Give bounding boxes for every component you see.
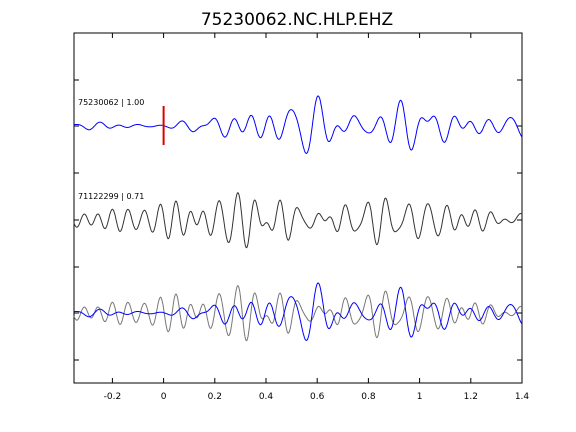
plot-frame xyxy=(73,32,523,384)
trace-labels: 75230062 | 1.00 71122299 | 0.71 xyxy=(78,98,144,201)
x-tick-label: 0.2 xyxy=(208,392,222,402)
trace-label: 75230062 | 1.00 xyxy=(78,98,144,107)
traces xyxy=(73,95,523,342)
trace-line xyxy=(74,95,523,154)
y-ticks xyxy=(74,79,522,361)
x-tick-label: 0.6 xyxy=(310,392,325,402)
trace-label: 71122299 | 0.71 xyxy=(78,192,144,201)
x-tick-label: 1 xyxy=(417,392,423,402)
x-tick-label: 1.4 xyxy=(515,392,530,402)
trace-line xyxy=(74,282,523,341)
x-tick-label: -0.2 xyxy=(104,392,122,402)
trace-line xyxy=(73,191,523,249)
chart-title: 75230062.NC.HLP.EHZ xyxy=(201,10,393,30)
x-tick-label: 0.4 xyxy=(259,392,274,402)
x-tick-label: 0 xyxy=(161,392,167,402)
x-axis: -0.2 0 0.2 0.4 0.6 0.8 1 1.2 1.4 xyxy=(104,33,530,402)
x-tick-label: 0.8 xyxy=(361,392,376,402)
x-tick-label: 1.2 xyxy=(464,392,478,402)
